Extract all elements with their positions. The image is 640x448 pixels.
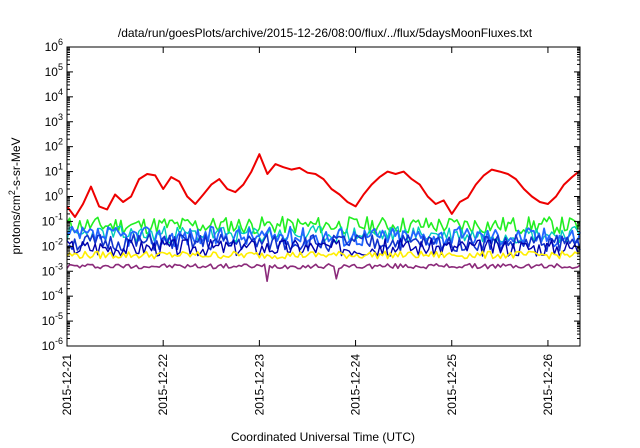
y-tick-label: 102 — [45, 137, 63, 154]
series-line — [66, 153, 581, 218]
series-line — [66, 250, 581, 260]
y-tick-label: 10-1 — [42, 211, 63, 228]
chart-title: /data/run/goesPlots/archive/2015-12-26/0… — [118, 26, 533, 40]
x-tick-label: 2015-12-26 — [541, 354, 555, 416]
series-layer — [66, 153, 581, 283]
series-line — [66, 233, 581, 252]
x-tick-label: 2015-12-23 — [252, 354, 266, 416]
y-tick-label: 105 — [45, 62, 63, 79]
y-tick-label: 104 — [45, 87, 63, 104]
plot-frame — [66, 46, 581, 347]
x-tick-label: 2015-12-21 — [60, 354, 74, 416]
y-tick-label: 10-3 — [42, 261, 63, 278]
y-tick-label: 10-6 — [42, 336, 63, 353]
y-tick-label: 101 — [45, 162, 63, 179]
series-line — [66, 262, 581, 283]
y-tick-label: 106 — [45, 37, 63, 54]
x-tick-label: 2015-12-24 — [349, 354, 363, 416]
y-axis-label: protons/cm2-s-sr-MeV — [7, 137, 23, 254]
x-tick-label: 2015-12-22 — [156, 354, 170, 416]
y-tick-label: 10-5 — [42, 311, 63, 328]
series-line — [66, 215, 581, 235]
x-axis: 2015-12-21 2015-12-22 2015-12-23 2015-12-24… — [60, 47, 555, 415]
y-tick-label: 100 — [45, 187, 63, 204]
y-tick-label: 10-4 — [42, 286, 63, 303]
y-axis: 10-6 10-5 10-4 10-3 10-2 10-1 100 101 102 103 104 1… — [42, 37, 580, 353]
y-tick-label: 10-2 — [42, 236, 63, 253]
series-line — [66, 238, 581, 257]
x-axis-label: Coordinated Universal Time (UTC) — [231, 430, 415, 444]
y-tick-label: 103 — [45, 112, 63, 129]
x-tick-label: 2015-12-25 — [445, 354, 459, 416]
